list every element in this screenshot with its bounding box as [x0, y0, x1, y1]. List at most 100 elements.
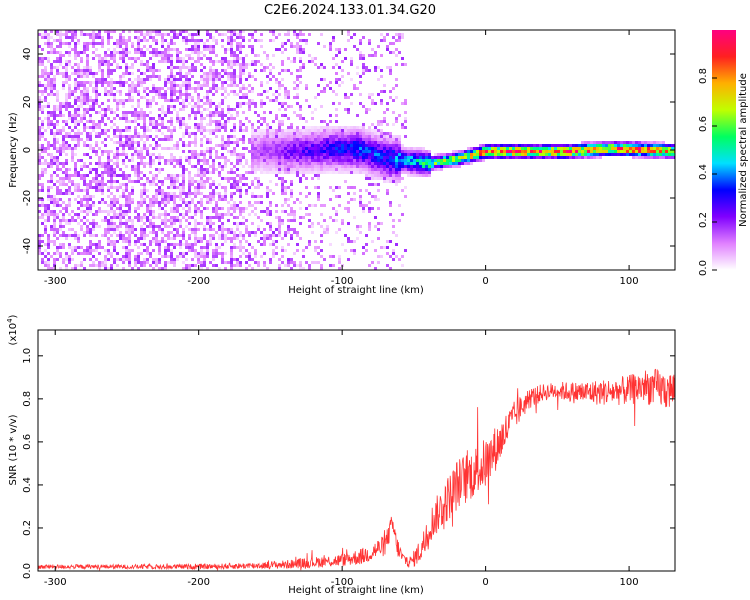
spectrogram-cell [338, 48, 341, 51]
spectrogram-cell [191, 183, 194, 186]
spectrogram-cell [155, 261, 158, 264]
spectrogram-cell [233, 57, 236, 60]
spectrogram-cell [392, 150, 395, 153]
spectrogram-cell [323, 162, 326, 165]
spectrogram-cell [287, 93, 290, 96]
spectrogram-cell [128, 216, 131, 219]
spectrogram-cell [149, 135, 152, 138]
spectrogram-cell [287, 204, 290, 207]
spectrogram-cell [89, 105, 92, 108]
spectrogram-cell [206, 90, 209, 93]
spectrogram-cell [122, 105, 125, 108]
spectrogram-cell [68, 30, 71, 33]
spectrogram-cell [224, 129, 227, 132]
spectrogram-cell [83, 72, 86, 75]
spectrogram-cell [149, 252, 152, 255]
spectrogram-cell [119, 225, 122, 228]
spectrogram-cell [191, 228, 194, 231]
spectrogram-cell [92, 150, 95, 153]
spectrogram-cell [116, 165, 119, 168]
spectrogram-cell [59, 243, 62, 246]
spectrogram-cell [278, 93, 281, 96]
spectrogram-cell [218, 246, 221, 249]
spectrogram-cell [185, 201, 188, 204]
spectrogram-cell [98, 132, 101, 135]
spectrogram-cell [461, 162, 464, 165]
spectrogram-cell [212, 129, 215, 132]
spectrogram-cell [62, 75, 65, 78]
spectrogram-cell [245, 63, 248, 66]
spectrogram-cell [122, 84, 125, 87]
spectrogram-cell [218, 114, 221, 117]
spectrogram-cell [287, 198, 290, 201]
spectrogram-cell [338, 171, 341, 174]
spectrogram-cell [281, 165, 284, 168]
spectrogram-cell [146, 30, 149, 33]
spectrogram-cell [362, 210, 365, 213]
spectrogram-cell [422, 174, 425, 177]
spectrogram-cell [266, 210, 269, 213]
spectrogram-cell [137, 48, 140, 51]
spectrogram-cell [359, 198, 362, 201]
spectrogram-cell [200, 159, 203, 162]
spectrogram-cell [107, 36, 110, 39]
spectrogram-cell [128, 78, 131, 81]
spectrogram-cell [56, 132, 59, 135]
spectrogram-cell [332, 66, 335, 69]
spectrogram-cell [317, 135, 320, 138]
spectrogram-cell [401, 189, 404, 192]
spectrogram-cell [434, 168, 437, 171]
spectrogram-cell [287, 141, 290, 144]
spectrogram-cell [368, 156, 371, 159]
spectrogram-cell [131, 225, 134, 228]
spectrogram-cell [413, 147, 416, 150]
spectrogram-cell [335, 171, 338, 174]
spectrogram-cell [365, 234, 368, 237]
spectrogram-cell [368, 201, 371, 204]
spectrogram-cell [89, 144, 92, 147]
spectrogram-cell [140, 156, 143, 159]
spectrogram-cell [290, 159, 293, 162]
spectrogram-cell [182, 186, 185, 189]
spectrogram-cell [53, 87, 56, 90]
spectrogram-cell [335, 54, 338, 57]
spectrogram-cell [533, 156, 536, 159]
spectrogram-cell [335, 81, 338, 84]
spectrogram-cell [482, 144, 485, 147]
spectrogram-cell [251, 159, 254, 162]
spectrogram-cell [239, 63, 242, 66]
spectrogram-cell [131, 192, 134, 195]
spectrogram-cell [362, 129, 365, 132]
spectrogram-cell [59, 192, 62, 195]
spectrogram-cell [335, 213, 338, 216]
spectrogram-cell [362, 162, 365, 165]
spectrogram-cell [467, 162, 470, 165]
spectrogram-cell [308, 129, 311, 132]
spectrogram-cell [245, 183, 248, 186]
spectrogram-cell [245, 159, 248, 162]
spectrogram-cell [314, 261, 317, 264]
spectrogram-cell [215, 111, 218, 114]
spectrogram-cell [71, 156, 74, 159]
spectrogram-cell [134, 117, 137, 120]
spectrogram-cell [200, 99, 203, 102]
spectrogram-cell [269, 162, 272, 165]
spectrogram-cell [284, 114, 287, 117]
spectrogram-cell [89, 42, 92, 45]
spectrogram-cell [218, 192, 221, 195]
spectrogram-cell [203, 96, 206, 99]
spectrogram-cell [92, 30, 95, 33]
spectrogram-cell [422, 150, 425, 153]
spectrogram-cell [497, 150, 500, 153]
spectrogram-cell [245, 117, 248, 120]
spectrogram-cell [119, 213, 122, 216]
spectrogram-cell [260, 144, 263, 147]
spectrogram-cell [404, 195, 407, 198]
spectrogram-cell [200, 204, 203, 207]
spectrogram-cell [239, 87, 242, 90]
spectrogram-cell [530, 147, 533, 150]
spectrogram-cell [470, 162, 473, 165]
spectrogram-cell [173, 183, 176, 186]
spectrogram-cell [188, 117, 191, 120]
spectrogram-cell [353, 156, 356, 159]
